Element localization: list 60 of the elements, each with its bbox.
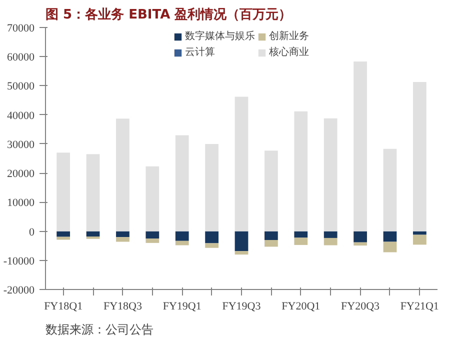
bar <box>234 251 248 255</box>
bar <box>324 118 338 232</box>
bar <box>264 150 278 232</box>
bar <box>146 238 160 243</box>
y-tick-label: 60000 <box>7 52 35 64</box>
bar <box>234 96 248 232</box>
bar <box>116 231 130 238</box>
x-tick-label: FY18Q1 <box>44 300 83 312</box>
bar <box>205 243 218 248</box>
bar <box>175 231 189 241</box>
y-tick-label: 20000 <box>7 168 35 180</box>
bar <box>264 240 278 247</box>
y-tick-label: 0 <box>29 226 35 238</box>
y-tick-label: 30000 <box>7 138 35 151</box>
legend-label: 云计算 <box>185 46 215 59</box>
chart-title: 图 5：各业务 EBITA 盈利情况（百万元） <box>46 6 292 22</box>
bar <box>413 82 426 232</box>
y-tick-label: 10000 <box>7 197 35 210</box>
x-tick-label: FY20Q3 <box>341 300 380 312</box>
bar <box>86 231 100 237</box>
bar <box>116 118 130 232</box>
legend-label: 数字媒体与娱乐 <box>185 30 255 43</box>
source-note: 数据来源：公司公告 <box>46 322 154 336</box>
bar <box>354 242 367 246</box>
bar <box>413 234 426 245</box>
bar <box>354 231 367 242</box>
x-tick-label: FY19Q3 <box>222 300 262 312</box>
bar <box>324 238 338 246</box>
bar <box>294 231 308 238</box>
bar <box>264 231 278 240</box>
legend-label: 创新业务 <box>269 30 309 43</box>
y-tick-label: 70000 <box>7 22 35 34</box>
bar <box>56 152 70 232</box>
bar <box>413 231 426 235</box>
bar <box>294 238 308 245</box>
legend-label: 核心商业 <box>269 46 309 59</box>
y-tick-label: -20000 <box>3 284 35 296</box>
x-tick-label: FY21Q1 <box>400 300 439 312</box>
bar <box>175 135 189 232</box>
bar <box>146 166 160 232</box>
y-tick-label: -10000 <box>3 255 35 268</box>
bar <box>383 231 397 242</box>
y-tick-label: 50000 <box>7 80 35 93</box>
y-tick-label: 40000 <box>7 110 35 122</box>
bar <box>354 62 367 232</box>
x-tick-label: FY19Q1 <box>162 300 202 312</box>
bar <box>116 237 130 242</box>
bar <box>86 154 100 232</box>
x-tick-label: FY18Q3 <box>103 300 142 312</box>
bar <box>234 231 248 252</box>
bar <box>324 231 338 238</box>
bar <box>294 111 308 232</box>
bar <box>383 242 397 252</box>
bar <box>383 148 397 232</box>
bar <box>205 231 218 244</box>
bar <box>146 231 160 239</box>
bar <box>175 240 189 246</box>
bar <box>56 231 70 237</box>
x-tick-label: FY20Q1 <box>282 300 320 312</box>
bar <box>205 144 218 232</box>
